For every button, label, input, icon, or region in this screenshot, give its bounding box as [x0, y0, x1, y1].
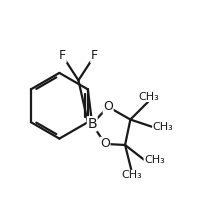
Text: O: O — [103, 100, 113, 113]
Text: CH₃: CH₃ — [153, 122, 173, 132]
Text: F: F — [59, 50, 66, 62]
Text: F: F — [91, 50, 98, 62]
Text: CH₃: CH₃ — [144, 155, 165, 165]
Text: CH₃: CH₃ — [138, 92, 159, 101]
Text: O: O — [100, 138, 110, 150]
Text: B: B — [87, 117, 97, 131]
Text: CH₃: CH₃ — [121, 170, 142, 180]
